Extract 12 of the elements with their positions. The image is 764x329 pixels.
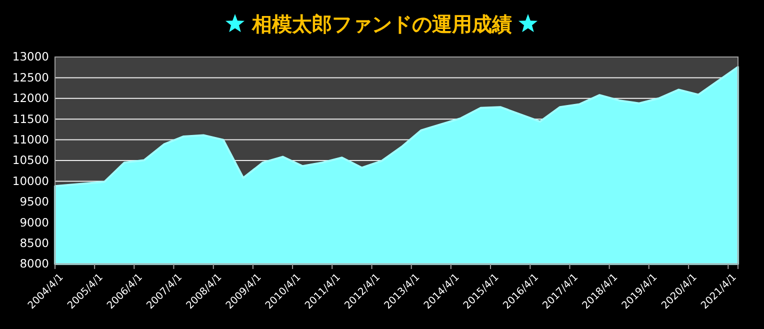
- y-tick-label: 9500: [20, 194, 49, 209]
- y-tick-label: 12500: [12, 70, 49, 84]
- y-tick-label: 11000: [12, 132, 49, 146]
- chart-title: 相模太郎ファンドの運用成績: [251, 12, 512, 36]
- y-tick-label: 13000: [12, 50, 49, 64]
- y-tick-label: 10000: [12, 174, 49, 188]
- y-tick-label: 11500: [12, 112, 49, 126]
- y-tick-label: 12000: [12, 91, 49, 106]
- y-tick-label: 8000: [20, 256, 49, 271]
- y-tick-label: 8500: [20, 236, 49, 250]
- y-tick-label: 9000: [20, 215, 49, 230]
- y-tick-label: 10500: [12, 153, 49, 168]
